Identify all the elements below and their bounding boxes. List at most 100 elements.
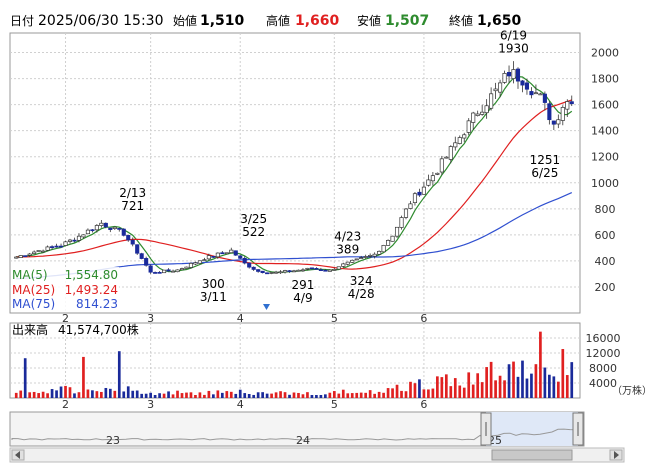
volume-bar <box>324 394 327 398</box>
candle-body <box>139 253 144 259</box>
candle-body <box>448 146 453 160</box>
volume-y-tick-label: 16000 <box>586 332 621 345</box>
candle-body <box>453 142 458 148</box>
navigator-scrollbar[interactable] <box>9 447 625 463</box>
candle-body <box>475 113 480 116</box>
candle-body <box>533 92 538 95</box>
candle-body <box>489 93 494 109</box>
price-annotation-line: 522 <box>242 225 265 239</box>
volume-bar <box>471 384 475 398</box>
candle-body <box>179 268 185 271</box>
candle-body <box>309 267 314 270</box>
volume-bar <box>180 393 184 398</box>
candle-body <box>224 252 229 255</box>
volume-y-tick-label: 4000 <box>589 377 617 390</box>
candle-body <box>278 271 283 274</box>
volume-bar <box>28 392 32 398</box>
volume-bar <box>86 389 90 398</box>
price-annotation: 300 3/11 <box>200 277 227 304</box>
navigator-left-handle[interactable] <box>480 412 492 446</box>
volume-bar <box>561 349 565 398</box>
candle-body <box>551 120 556 125</box>
volume-bar <box>216 390 220 398</box>
volume-bar <box>431 388 435 398</box>
candle-body <box>76 235 82 241</box>
volume-bar <box>77 392 81 398</box>
volume-bar <box>238 389 242 398</box>
volume-bar <box>418 379 421 398</box>
candle-body <box>90 229 95 232</box>
volume-bar <box>104 387 108 398</box>
candle-body <box>63 241 68 246</box>
candle-body <box>296 269 301 272</box>
month-axis: 2 3 4 5 6 <box>62 312 427 325</box>
volume-bar <box>23 358 27 398</box>
candle-body <box>72 239 77 242</box>
volume-bar <box>122 391 126 398</box>
navigator-label-23: 23 <box>106 434 120 447</box>
volume-bar <box>480 382 484 398</box>
price-y-tick-label: 400 <box>595 255 616 268</box>
candle-body <box>144 258 149 266</box>
candle-body <box>462 134 467 139</box>
volume-bar <box>270 393 273 398</box>
volume-bar <box>288 394 291 398</box>
volume-bar <box>521 360 524 398</box>
volume-bar <box>297 392 300 398</box>
scrollbar-thumb[interactable] <box>491 449 573 461</box>
volume-bar <box>100 391 103 398</box>
volume-bar <box>59 386 63 398</box>
ma75-value: 814.23 <box>76 297 118 311</box>
volume-bar <box>453 378 457 398</box>
volume-bar <box>512 361 515 398</box>
volume-bar <box>68 387 72 398</box>
candle-body <box>188 263 194 268</box>
volume-bar <box>539 331 542 398</box>
candle-body <box>408 203 413 209</box>
price-annotation-line: 4/23 <box>334 229 361 243</box>
price-annotation-line: 300 <box>202 277 225 291</box>
candle-body <box>354 258 359 261</box>
candle-body <box>480 111 485 115</box>
volume-bar <box>14 392 18 398</box>
scrollbar-track[interactable] <box>9 447 625 463</box>
candle-body <box>166 269 171 272</box>
volume-bar <box>328 392 332 398</box>
candle-body <box>506 72 512 77</box>
volume-bar <box>203 394 206 398</box>
volume-label: 出来高 <box>12 322 48 337</box>
scroll-right-arrow-icon <box>614 451 619 459</box>
volume-bar <box>543 367 547 398</box>
candle-body <box>41 250 46 253</box>
volume-bar <box>382 392 385 398</box>
volume-month-tick-label: 2 <box>62 398 69 411</box>
volume-bar <box>167 391 170 398</box>
candle-body <box>157 271 162 274</box>
volume-bar <box>306 392 309 398</box>
candle-body <box>377 250 382 255</box>
candle-body <box>197 260 202 264</box>
volume-y-tick-label: 12000 <box>586 347 621 360</box>
volume-bar <box>274 392 278 398</box>
volume-bar <box>391 388 394 398</box>
navigator-label-24: 24 <box>296 434 310 447</box>
price-annotation-line: 1930 <box>498 42 529 56</box>
volume-bar <box>256 392 260 398</box>
candle-body <box>58 245 64 248</box>
volume-bar <box>198 392 202 398</box>
volume-bar <box>131 390 135 398</box>
volume-bar <box>570 362 574 398</box>
volume-bar <box>534 364 538 398</box>
price-annotation-line: 721 <box>121 199 144 213</box>
candle-body <box>368 255 373 257</box>
navigator-right-handle[interactable] <box>572 412 584 446</box>
candle-body <box>336 266 341 270</box>
open-value: 1,510 <box>200 13 245 29</box>
candle-body <box>175 269 180 273</box>
volume-panel <box>9 322 581 399</box>
volume-bar <box>82 356 85 398</box>
price-annotation: 3/25 522 <box>240 212 267 239</box>
volume-bar <box>185 392 188 398</box>
candle-body <box>363 256 368 258</box>
